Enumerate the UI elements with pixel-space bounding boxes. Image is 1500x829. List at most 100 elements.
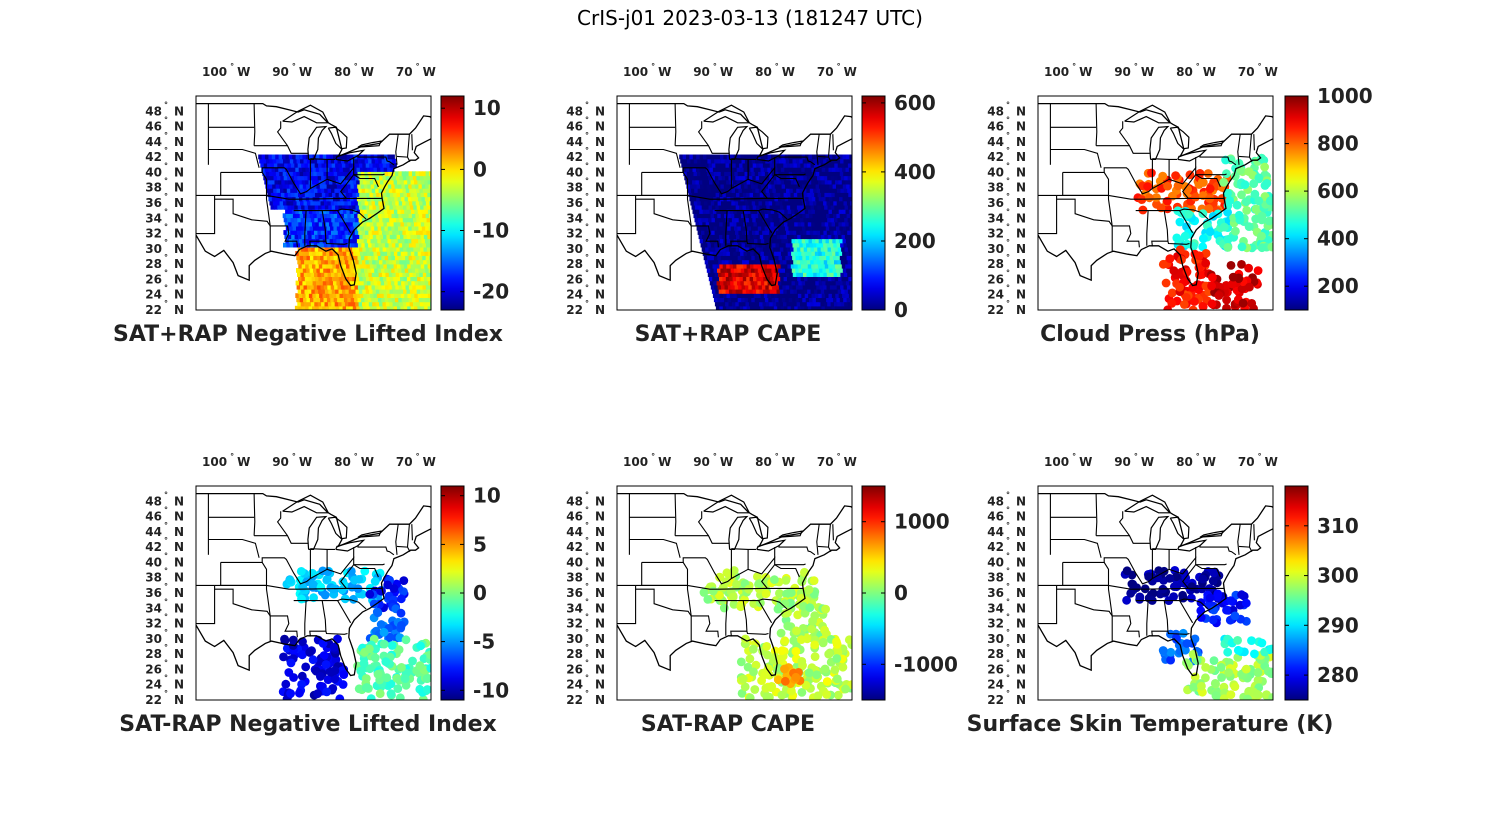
svg-text:N: N bbox=[174, 662, 184, 676]
svg-text:26: 26 bbox=[145, 272, 162, 286]
svg-text:28: 28 bbox=[145, 257, 162, 271]
svg-text:W: W bbox=[299, 65, 312, 79]
svg-text:N: N bbox=[174, 272, 184, 286]
lon-tick-label: 100°W bbox=[1044, 452, 1092, 469]
svg-text:22: 22 bbox=[145, 303, 162, 317]
lon-tick-label: 90°W bbox=[1114, 62, 1154, 79]
lon-tick-label: 90°W bbox=[693, 452, 733, 469]
state-border bbox=[1254, 134, 1255, 150]
svg-text:N: N bbox=[174, 540, 184, 554]
state-border bbox=[254, 104, 255, 146]
degree-mark: ° bbox=[585, 253, 589, 262]
svg-text:N: N bbox=[595, 196, 605, 210]
panel-title: SAT-RAP CAPE bbox=[641, 712, 815, 737]
svg-text:N: N bbox=[174, 586, 184, 600]
degree-mark: ° bbox=[164, 490, 168, 499]
degree-mark: ° bbox=[585, 192, 589, 201]
degree-mark: ° bbox=[585, 299, 589, 308]
lon-tick-label: 70°W bbox=[817, 62, 857, 79]
degree-mark: ° bbox=[1006, 567, 1010, 576]
svg-text:36: 36 bbox=[145, 586, 162, 600]
degree-mark: ° bbox=[164, 192, 168, 201]
state-border bbox=[412, 524, 413, 540]
svg-text:N: N bbox=[174, 617, 184, 631]
panel-title: SAT+RAP CAPE bbox=[635, 322, 822, 347]
svg-text:90: 90 bbox=[272, 455, 289, 469]
svg-text:42: 42 bbox=[145, 540, 162, 554]
svg-text:N: N bbox=[1016, 181, 1026, 195]
svg-text:N: N bbox=[174, 227, 184, 241]
degree-mark: ° bbox=[164, 177, 168, 186]
colorbar-tick-label: 300 bbox=[1317, 564, 1359, 588]
lon-tick-label: 80°W bbox=[1176, 62, 1216, 79]
svg-text:80: 80 bbox=[1176, 65, 1193, 79]
svg-text:N: N bbox=[1016, 165, 1026, 179]
degree-mark: ° bbox=[585, 567, 589, 576]
svg-text:100: 100 bbox=[202, 65, 227, 79]
degree-mark: ° bbox=[1196, 62, 1200, 71]
lon-tick-label: 100°W bbox=[1044, 62, 1092, 79]
degree-mark: ° bbox=[775, 452, 779, 461]
panel-title: Cloud Press (hPa) bbox=[1040, 322, 1260, 347]
svg-text:N: N bbox=[174, 510, 184, 524]
lon-tick-label: 90°W bbox=[272, 452, 312, 469]
svg-text:44: 44 bbox=[987, 135, 1004, 149]
colorbar-tick-label: 400 bbox=[1317, 227, 1359, 251]
colorbar-tick-label: 1000 bbox=[1317, 84, 1373, 108]
svg-text:W: W bbox=[237, 455, 250, 469]
degree-mark: ° bbox=[585, 613, 589, 622]
svg-text:48: 48 bbox=[566, 104, 583, 118]
degree-mark: ° bbox=[1006, 597, 1010, 606]
svg-text:32: 32 bbox=[145, 617, 162, 631]
svg-text:N: N bbox=[174, 196, 184, 210]
colorbar-tick-label: 0 bbox=[894, 298, 908, 322]
degree-mark: ° bbox=[585, 207, 589, 216]
degree-mark: ° bbox=[651, 62, 655, 71]
degree-mark: ° bbox=[1006, 146, 1010, 155]
degree-mark: ° bbox=[354, 62, 358, 71]
state-border bbox=[675, 494, 676, 536]
svg-text:N: N bbox=[1016, 227, 1026, 241]
colorbar-tick-label: -10 bbox=[473, 678, 509, 702]
degree-mark: ° bbox=[1196, 452, 1200, 461]
degree-mark: ° bbox=[1006, 643, 1010, 652]
degree-mark: ° bbox=[164, 597, 168, 606]
colorbar-tick-label: 290 bbox=[1317, 613, 1359, 637]
degree-mark: ° bbox=[164, 536, 168, 545]
svg-text:40: 40 bbox=[566, 165, 583, 179]
colorbar-tick-label: -1000 bbox=[894, 652, 958, 676]
svg-text:W: W bbox=[720, 455, 733, 469]
degree-mark: ° bbox=[1006, 613, 1010, 622]
svg-text:32: 32 bbox=[145, 227, 162, 241]
degree-mark: ° bbox=[1006, 223, 1010, 232]
svg-text:46: 46 bbox=[145, 120, 162, 134]
svg-text:N: N bbox=[174, 693, 184, 707]
svg-text:70: 70 bbox=[1238, 65, 1255, 79]
degree-mark: ° bbox=[164, 253, 168, 262]
degree-mark: ° bbox=[164, 613, 168, 622]
degree-mark: ° bbox=[164, 161, 168, 170]
degree-mark: ° bbox=[164, 674, 168, 683]
lon-tick-label: 80°W bbox=[755, 62, 795, 79]
svg-text:80: 80 bbox=[334, 65, 351, 79]
svg-text:W: W bbox=[844, 65, 857, 79]
svg-text:46: 46 bbox=[566, 120, 583, 134]
colorbar-tick-label: 200 bbox=[894, 229, 936, 253]
degree-mark: ° bbox=[585, 100, 589, 109]
colorbar-gradient bbox=[1285, 486, 1308, 700]
svg-text:46: 46 bbox=[987, 120, 1004, 134]
svg-text:W: W bbox=[720, 65, 733, 79]
svg-text:N: N bbox=[174, 678, 184, 692]
degree-mark: ° bbox=[164, 100, 168, 109]
svg-text:N: N bbox=[174, 571, 184, 585]
svg-text:34: 34 bbox=[566, 211, 583, 225]
svg-text:24: 24 bbox=[566, 288, 583, 302]
degree-mark: ° bbox=[416, 62, 420, 71]
degree-mark: ° bbox=[164, 582, 168, 591]
panel-title: Surface Skin Temperature (K) bbox=[967, 712, 1334, 737]
degree-mark: ° bbox=[837, 62, 841, 71]
degree-mark: ° bbox=[585, 628, 589, 637]
svg-text:70: 70 bbox=[396, 65, 413, 79]
